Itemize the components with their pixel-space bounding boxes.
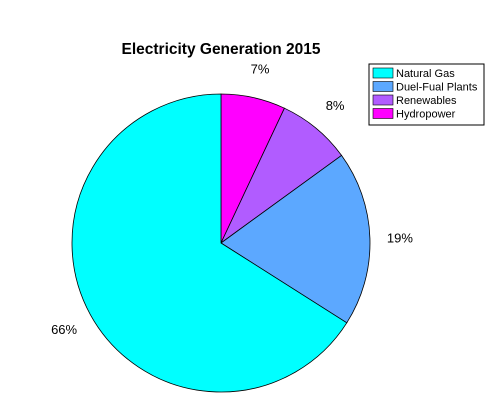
legend-swatch [372, 81, 394, 92]
legend-label: Hydropower [396, 109, 456, 121]
legend-label: Duel-Fual Plants [396, 82, 478, 94]
chart-title: Electricity Generation 2015 [121, 41, 320, 58]
slice-percent-label: 66% [51, 322, 77, 337]
legend-label: Renewables [396, 95, 457, 107]
legend-swatch [372, 108, 394, 119]
legend-label: Natural Gas [396, 68, 455, 80]
pie-slice-duel-fual-plants [220, 154, 371, 324]
slice-percent-label: 7% [251, 61, 270, 76]
pie-slices [71, 93, 371, 393]
slice-percent-label: 8% [326, 98, 345, 113]
legend-swatch [372, 94, 394, 106]
slice-percent-label: 19% [387, 230, 413, 245]
slice-labels: 7% 8% 19% 66% [51, 61, 413, 337]
legend-swatch [372, 67, 394, 79]
pie-slice-natural-gas [71, 93, 348, 393]
